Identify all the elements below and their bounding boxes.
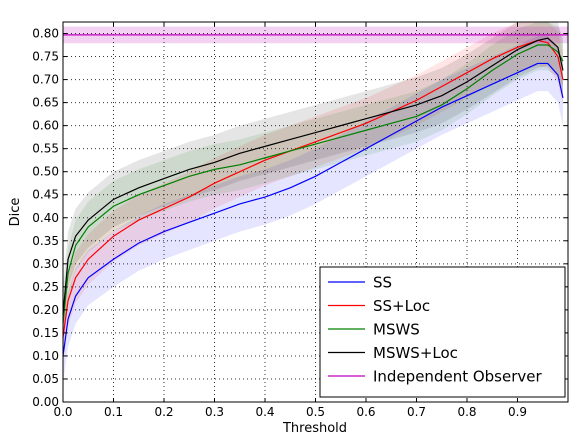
y-tick-label-2: 0.10 xyxy=(32,349,59,363)
x-tick-label-2: 0.2 xyxy=(154,405,173,419)
x-axis-ticks: 0.0 0.1 0.2 0.3 0.4 0.5 0.6 0.7 0.8 0.9 xyxy=(53,22,527,419)
y-tick-label-6: 0.30 xyxy=(32,257,59,271)
y-tick-label-4: 0.20 xyxy=(32,303,59,317)
y-tick-label-0: 0.00 xyxy=(32,395,59,409)
series-band-2 xyxy=(63,22,563,350)
y-tick-label-14: 0.70 xyxy=(32,73,59,87)
y-tick-label-13: 0.65 xyxy=(32,96,59,110)
x-tick-label-9: 0.9 xyxy=(508,405,527,419)
legend-label-2: MSWS xyxy=(373,321,420,339)
y-tick-label-12: 0.60 xyxy=(32,119,59,133)
x-tick-label-1: 0.1 xyxy=(104,405,123,419)
x-tick-label-4: 0.4 xyxy=(255,405,274,419)
series-band-3 xyxy=(63,22,563,343)
y-tick-label-11: 0.55 xyxy=(32,142,59,156)
y-axis-ticks: 0.00 0.05 0.10 0.15 0.20 0.25 0.30 0.35 0.40 0.45… xyxy=(32,27,568,409)
y-tick-label-7: 0.35 xyxy=(32,234,59,248)
y-tick-label-3: 0.15 xyxy=(32,326,59,340)
series-line-1 xyxy=(62,39,564,338)
y-tick-label-9: 0.45 xyxy=(32,188,59,202)
legend-label-3: MSWS+Loc xyxy=(373,344,458,362)
y-axis-label: Dice xyxy=(8,198,23,227)
series-band-0 xyxy=(63,35,563,384)
series-line-2 xyxy=(62,44,564,324)
y-tick-label-8: 0.40 xyxy=(32,211,59,225)
series-line-0 xyxy=(62,62,564,357)
legend-label-1: SS+Loc xyxy=(373,297,430,315)
y-tick-label-1: 0.05 xyxy=(32,372,59,386)
y-tick-label-5: 0.25 xyxy=(32,280,59,294)
x-tick-label-6: 0.6 xyxy=(356,405,375,419)
y-tick-label-10: 0.50 xyxy=(32,165,59,179)
series-lines xyxy=(62,34,568,357)
x-tick-label-5: 0.5 xyxy=(306,405,325,419)
y-tick-label-15: 0.75 xyxy=(32,50,59,64)
x-tick-label-3: 0.3 xyxy=(205,405,224,419)
legend-box xyxy=(319,266,566,398)
legend: SS SS+Loc MSWS MSWS+Loc Independent Observer xyxy=(319,266,566,398)
legend-label-0: SS xyxy=(373,274,392,292)
x-axis-label: Threshold xyxy=(282,421,347,436)
x-tick-label-8: 0.8 xyxy=(457,405,476,419)
y-tick-label-16: 0.80 xyxy=(32,27,59,41)
x-tick-label-7: 0.7 xyxy=(407,405,426,419)
x-tick-label-0: 0.0 xyxy=(53,405,72,419)
series-line-3 xyxy=(62,37,564,315)
legend-label-4: Independent Observer xyxy=(373,368,542,386)
